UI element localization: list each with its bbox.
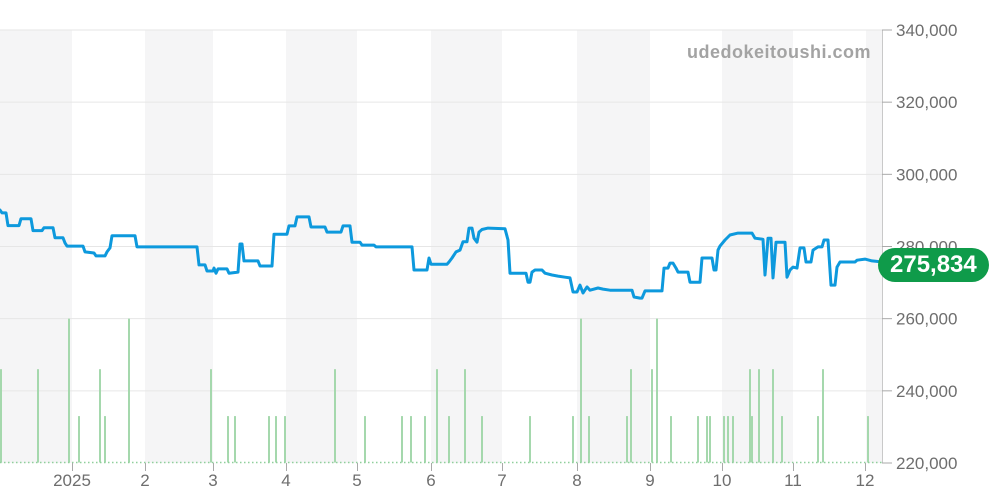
price-line — [0, 208, 880, 300]
y-axis-label: 300,000 — [896, 165, 957, 184]
watermark-text: udedokeitoushi.com — [687, 42, 872, 62]
x-axis-label: 11 — [784, 471, 802, 490]
y-axis-label: 240,000 — [896, 382, 957, 401]
y-axis-label: 320,000 — [896, 93, 957, 112]
x-axis-label: 8 — [572, 471, 581, 490]
x-axis-label: 6 — [426, 471, 435, 490]
y-axis-label: 260,000 — [896, 310, 957, 329]
y-axis-label: 220,000 — [896, 454, 957, 473]
x-axis-label: 9 — [645, 471, 654, 490]
current-price-badge: 275,834 — [878, 248, 989, 282]
x-axis-label: 2 — [140, 471, 149, 490]
x-axis-label: 3 — [208, 471, 217, 490]
x-axis-label: 5 — [352, 471, 361, 490]
x-axis-label: 10 — [713, 471, 732, 490]
y-axis-label: 340,000 — [896, 21, 957, 40]
x-axis-label: 7 — [497, 471, 506, 490]
x-axis-label: 2025 — [53, 471, 91, 490]
x-axis-label: 4 — [281, 471, 290, 490]
x-axis-label: 12 — [856, 471, 875, 490]
